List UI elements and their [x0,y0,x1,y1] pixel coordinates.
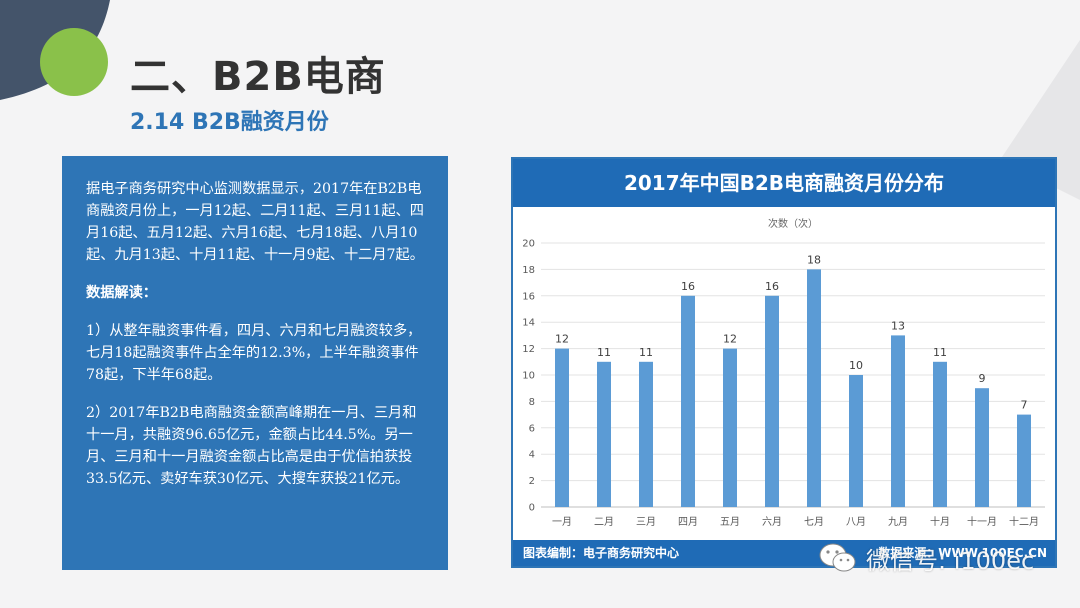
bar-1 [555,348,569,507]
data-label: 10 [849,359,863,372]
y-tick-label: 18 [522,265,535,276]
bar-8 [849,375,863,507]
slide-title: 二、B2B电商 [130,54,386,100]
x-tick-label: 五月 [720,516,740,528]
x-tick-label: 四月 [678,516,698,528]
x-tick-label: 十月 [930,515,950,528]
data-label: 7 [1021,399,1028,412]
y-tick-label: 8 [529,397,535,408]
y-tick-label: 10 [522,371,535,382]
chart-data-source: 数据来源：WWW.100EC.CN [878,546,1047,560]
y-tick-label: 4 [529,450,535,461]
y-tick-label: 0 [529,503,535,514]
text-panel: 据电子商务研究中心监测数据显示，2017年在B2B电商融资月份上，一月12起、二… [62,156,448,570]
data-label: 16 [681,280,695,293]
x-tick-label: 九月 [888,516,908,528]
data-label: 12 [723,333,737,346]
x-tick-label: 二月 [594,516,614,528]
analysis-heading: 数据解读： [86,285,157,301]
y-tick-label: 16 [522,291,535,302]
intro-paragraph: 据电子商务研究中心监测数据显示，2017年在B2B电商融资月份上，一月12起、二… [86,181,424,263]
x-tick-label: 七月 [804,516,824,528]
data-label: 16 [765,280,779,293]
watermark-text: 微信号: i100ec [866,546,1035,575]
y-tick-label: 14 [522,318,535,329]
x-tick-label: 六月 [762,516,782,528]
y-tick-label: 6 [529,423,535,434]
bar-2 [597,361,611,507]
y-axis-label: 次数（次） [768,217,818,230]
x-tick-label: 十一月 [967,515,997,528]
data-label: 12 [555,333,569,346]
y-tick-label: 20 [522,239,535,250]
x-tick-label: 一月 [552,516,572,528]
data-label: 9 [979,372,986,385]
wechat-icon [819,543,856,572]
y-tick-label: 2 [529,476,535,487]
data-label: 11 [597,346,611,359]
chart-compiler-credit: 图表编制：电子商务研究中心 [523,546,680,560]
bar-4 [681,295,695,507]
x-tick-label: 三月 [636,516,656,528]
data-label: 11 [639,346,653,359]
green-circle [40,28,108,96]
analysis-point-2: 2）2017年B2B电商融资金额高峰期在一月、三月和十一月，共融资96.65亿元… [86,405,417,487]
bar-5 [723,348,737,507]
chart-frame: 2017年中国B2B电商融资月份分布 次数（次） 0 2 4 6 8 10 12 14 16 18 2… [511,157,1057,568]
bar-6 [765,295,779,507]
bar-3 [639,361,653,507]
chart-footer: 图表编制：电子商务研究中心 数据来源：WWW.100EC.CN [513,540,1055,566]
data-label: 11 [933,346,947,359]
x-tick-label: 十二月 [1009,515,1039,528]
chart-title: 2017年中国B2B电商融资月份分布 [513,159,1055,207]
x-tick-label: 八月 [846,516,866,528]
bar-9 [891,335,905,507]
bar-11 [975,388,989,507]
data-label: 18 [807,253,821,266]
data-label: 13 [891,319,905,332]
bar-12 [1017,414,1031,507]
y-tick-label: 12 [522,344,535,355]
slide-subtitle: 2.14 B2B融资月份 [130,110,329,135]
watermark: 微信号: i100ec [818,538,1034,578]
bar-7 [807,269,821,507]
analysis-point-1: 1）从整年融资事件看，四月、六月和七月融资较多，七月18起融资事件占全年的12.… [86,323,422,383]
bar-chart: 次数（次） 0 2 4 6 8 10 12 14 16 18 20 12 一月 11 二月 11 三月 16 四月 12… [522,217,1045,528]
bar-10 [933,361,947,507]
